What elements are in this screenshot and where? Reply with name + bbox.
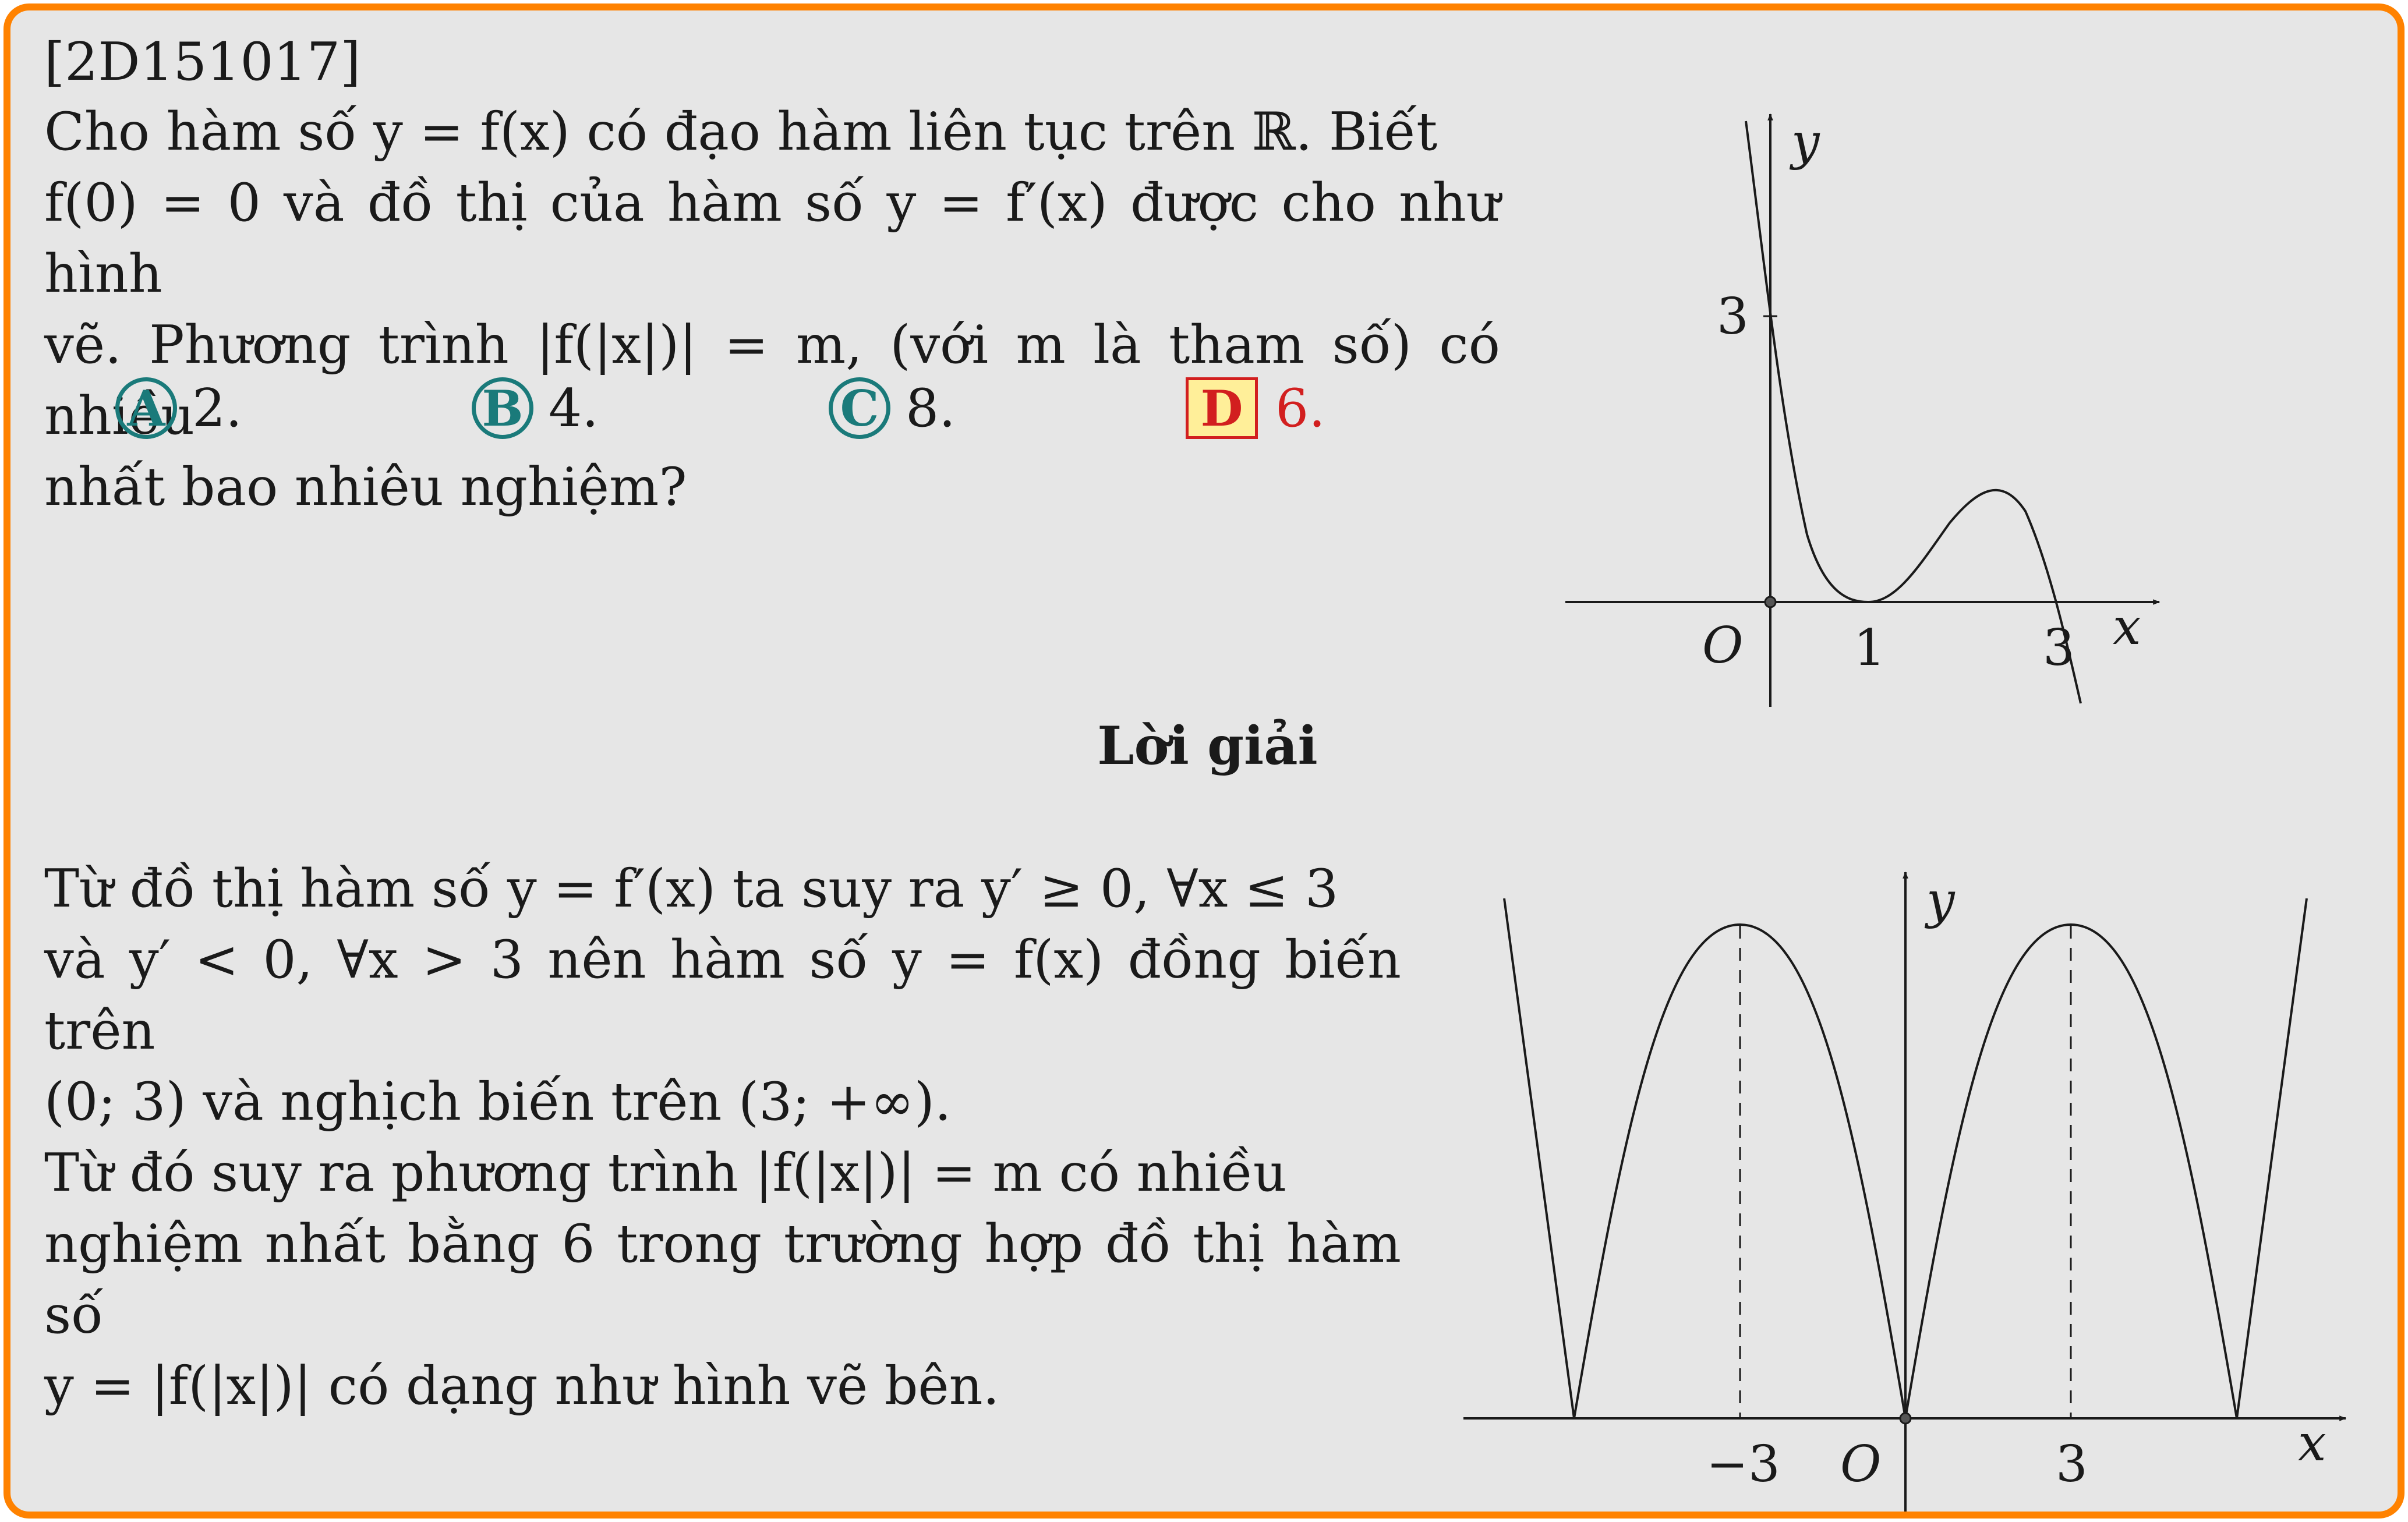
choice-b[interactable]: B 4. bbox=[472, 377, 599, 439]
solution-line: Từ đó suy ra phương trình |f(|x|)| = m c… bbox=[44, 1142, 1287, 1204]
question-line: f(0) = 0 và đồ thị của hàm số y = f′(x) … bbox=[44, 172, 1500, 305]
y-axis-label: y bbox=[1789, 113, 1820, 171]
origin-label: O bbox=[1840, 1435, 1882, 1493]
choice-a-value: 2. bbox=[192, 377, 242, 439]
choice-d-letter: D bbox=[1186, 377, 1258, 439]
problem-id: [2D151017] bbox=[44, 31, 361, 93]
derivative-graph: y x O 3 1 3 bbox=[1565, 113, 2161, 707]
x-tick-label: 1 bbox=[1854, 619, 1886, 677]
solution-line: y = |f(|x|)| có dạng như hình vẽ bên. bbox=[44, 1355, 1000, 1417]
choice-a-letter: A bbox=[115, 377, 177, 439]
question-line: Cho hàm số y = f(x) có đạo hàm liên tục … bbox=[44, 101, 1438, 162]
x-tick-label: −3 bbox=[1706, 1435, 1780, 1493]
choice-d[interactable]: D 6. bbox=[1186, 377, 1325, 439]
solution-line: và y′ < 0, ∀x > 3 nên hàm số y = f(x) đồ… bbox=[44, 929, 1401, 1061]
choice-b-value: 4. bbox=[549, 377, 599, 439]
choice-a[interactable]: A 2. bbox=[115, 377, 242, 439]
question-text: Cho hàm số y = f(x) có đạo hàm liên tục … bbox=[44, 97, 1500, 523]
solution-heading: Lời giải bbox=[1097, 715, 1318, 777]
choice-c-value: 8. bbox=[906, 377, 956, 439]
x-axis-label: x bbox=[2298, 1414, 2326, 1473]
origin-label: O bbox=[1702, 617, 1744, 675]
choice-c-letter: C bbox=[829, 377, 890, 439]
right-branch bbox=[1904, 898, 2308, 1419]
x-tick-label: 3 bbox=[2043, 619, 2075, 677]
x-axis-label: x bbox=[2113, 598, 2141, 656]
y-axis-label: y bbox=[1924, 872, 1956, 930]
derivative-curve bbox=[1745, 121, 2082, 704]
solution-text: Từ đồ thị hàm số y = f′(x) ta suy ra y′ … bbox=[44, 854, 1401, 1422]
choice-b-letter: B bbox=[472, 377, 533, 439]
solution-line: Từ đồ thị hàm số y = f′(x) ta suy ra y′ … bbox=[44, 858, 1339, 919]
left-branch bbox=[1503, 898, 1907, 1419]
question-card: [2D151017] Cho hàm số y = f(x) có đạo hà… bbox=[3, 3, 2405, 1519]
y-tick-label: 3 bbox=[1717, 288, 1749, 346]
absolute-function-graph: y x O −3 3 bbox=[1463, 871, 2347, 1512]
choice-d-value: 6. bbox=[1275, 377, 1325, 439]
choice-c[interactable]: C 8. bbox=[829, 377, 956, 439]
origin-point bbox=[1764, 596, 1777, 608]
solution-line: (0; 3) và nghịch biến trên (3; +∞). bbox=[44, 1071, 952, 1132]
question-line: nhất bao nhiêu nghiệm? bbox=[44, 456, 687, 518]
x-tick-label: 3 bbox=[2056, 1435, 2088, 1493]
origin-point bbox=[1899, 1412, 1912, 1425]
answer-choices: A 2. B 4. C 8. D 6. bbox=[10, 377, 1525, 459]
solution-line: nghiệm nhất bằng 6 trong trường hợp đồ t… bbox=[44, 1213, 1401, 1346]
